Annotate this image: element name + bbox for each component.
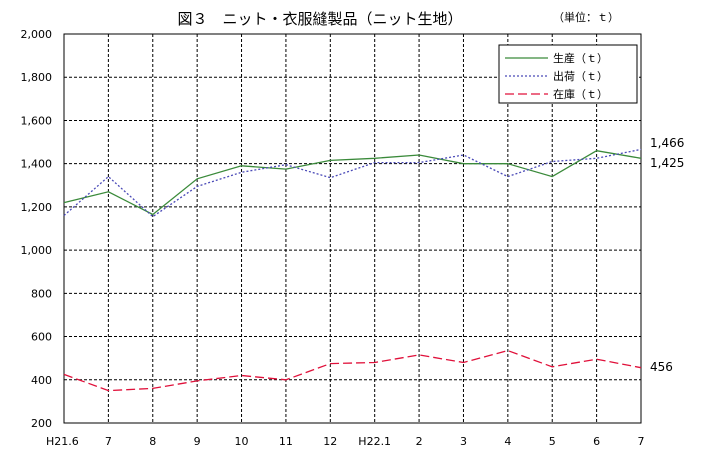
legend-label: 在庫（ｔ） — [553, 87, 608, 101]
x-tick-label: 8 — [149, 435, 156, 448]
end-value-label: 1,425 — [650, 156, 684, 170]
y-tick-label: 1,000 — [21, 244, 53, 257]
legend-label: 出荷（ｔ） — [553, 69, 608, 83]
series-layer — [63, 148, 642, 392]
x-tick-label: 9 — [194, 435, 201, 448]
end-value-label: 1,466 — [650, 136, 684, 150]
series-line-1 — [63, 150, 642, 216]
end-value-labels: 1,466 1,425 456 — [650, 136, 684, 374]
y-tick-label: 1,800 — [21, 71, 53, 84]
legend-box — [498, 44, 638, 104]
legend-label: 生産（ｔ） — [553, 51, 608, 65]
legend: 生産（ｔ） 出荷（ｔ） 在庫（ｔ） — [498, 44, 638, 104]
y-tick-label: 1,600 — [21, 114, 53, 127]
x-tick-label: 10 — [235, 435, 249, 448]
x-tick-label: 3 — [460, 435, 467, 448]
y-tick-label: 1,200 — [21, 201, 53, 214]
x-tick-label: 4 — [504, 435, 511, 448]
chart-title: 図３ ニット・衣服縫製品（ニット生地） — [177, 10, 462, 28]
y-tick-label: 800 — [31, 287, 52, 300]
x-tick-label: 7 — [638, 435, 645, 448]
y-tick-label: 400 — [31, 374, 52, 387]
x-tick-label: 7 — [105, 435, 112, 448]
x-tick-label: 2 — [416, 435, 423, 448]
x-tick-label: 6 — [593, 435, 600, 448]
x-tick-label: 12 — [323, 435, 337, 448]
x-tick-label: 11 — [279, 435, 293, 448]
y-axis: 200 400 600 800 1,000 1,200 1,400 1,600 1,800 2,0… — [21, 28, 53, 430]
x-tick-label: 5 — [549, 435, 556, 448]
x-tick-label: H21.6 — [46, 435, 79, 448]
x-axis: H21.6 7 8 9 10 11 12 H22.1 2 3 4 5 6 7 — [46, 435, 645, 448]
series-line-3 — [63, 349, 642, 392]
grid — [64, 34, 641, 423]
y-tick-label: 600 — [31, 331, 52, 344]
end-value-label: 456 — [650, 360, 673, 374]
y-tick-label: 2,000 — [21, 28, 53, 41]
y-tick-label: 200 — [31, 417, 52, 430]
unit-label: （単位：ｔ） — [553, 10, 619, 24]
x-tick-label: H22.1 — [358, 435, 391, 448]
y-tick-label: 1,400 — [21, 158, 53, 171]
series-line-2 — [63, 148, 642, 218]
